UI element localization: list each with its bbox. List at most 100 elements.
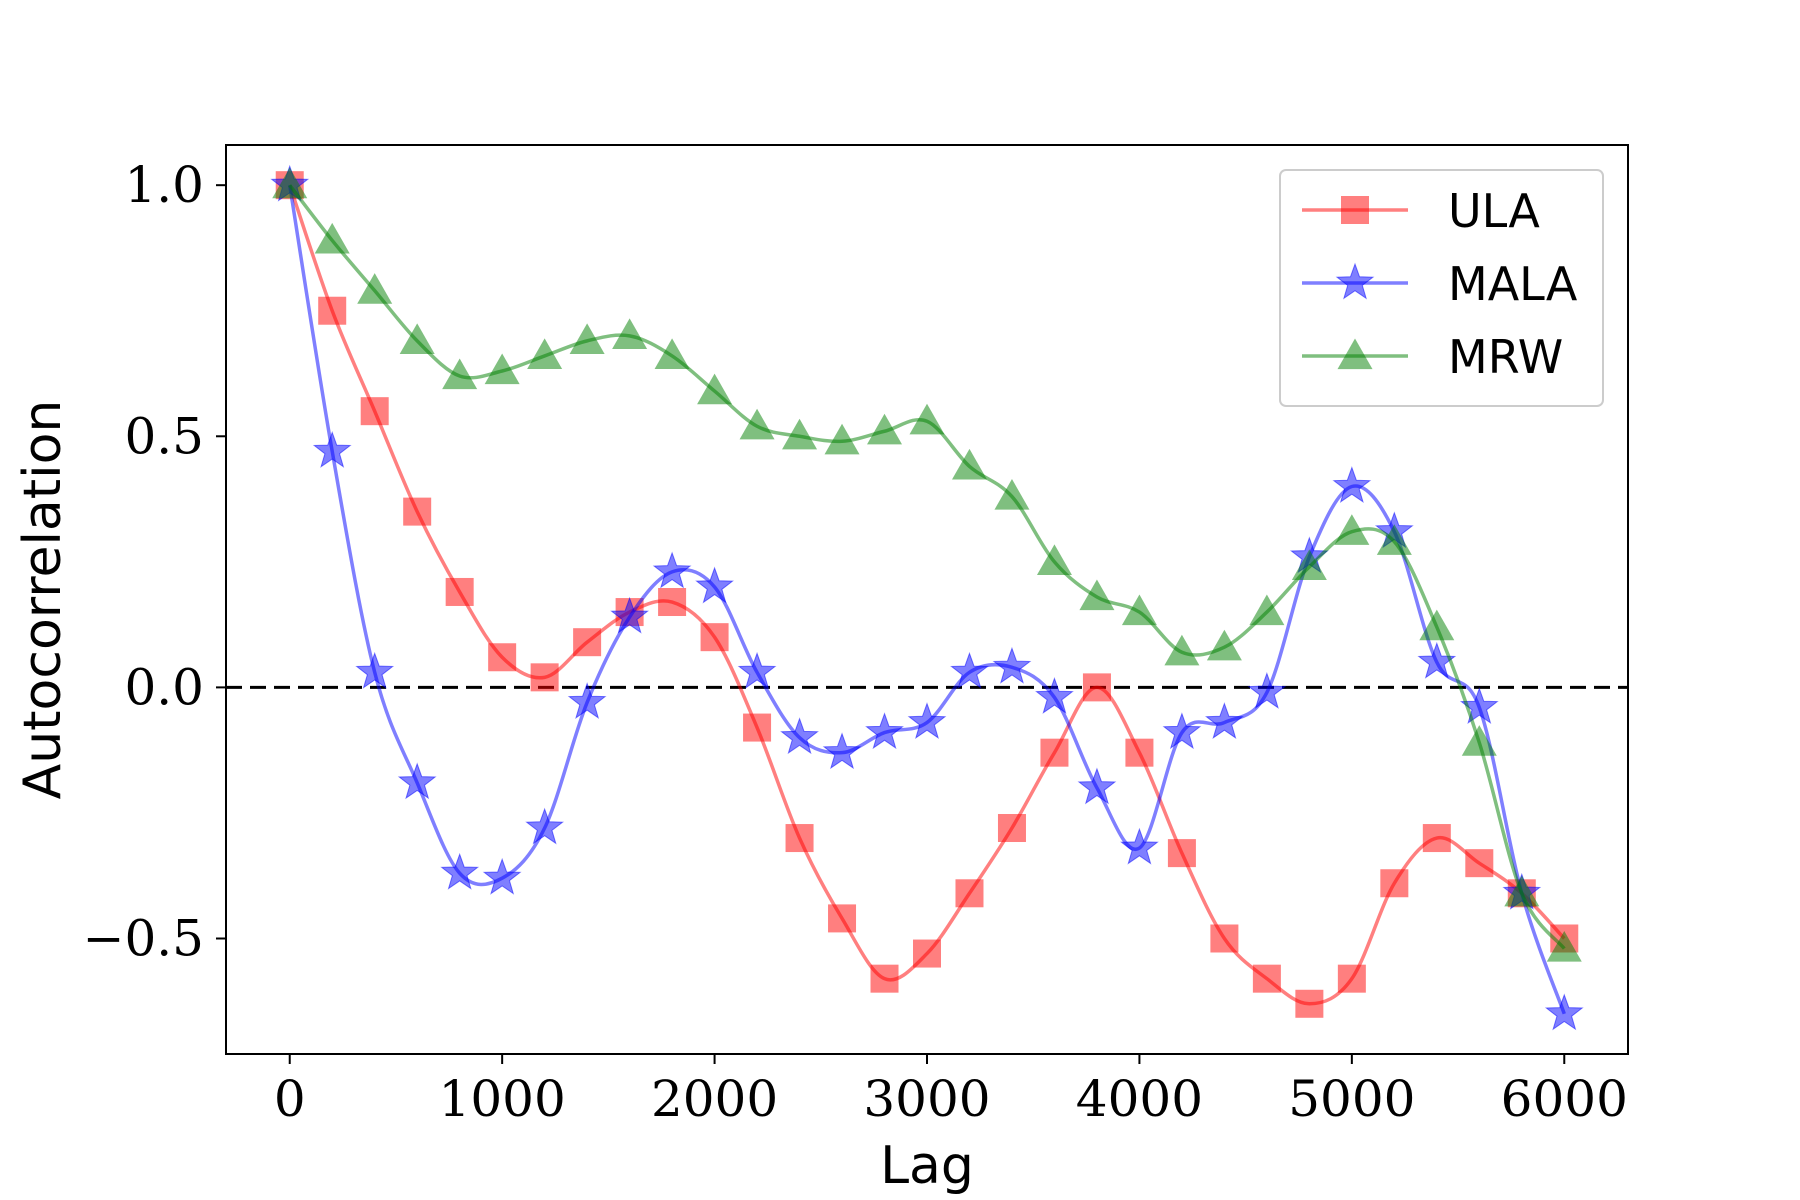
data-point-mrw <box>654 338 690 370</box>
data-point-mala <box>695 566 734 604</box>
data-point-ula <box>997 814 1026 843</box>
x-tick-label: 2000 <box>651 1070 778 1128</box>
legend-marker <box>1337 338 1373 370</box>
data-point-ula <box>530 663 559 692</box>
data-point-ula <box>1167 839 1196 868</box>
data-point-mala <box>1077 767 1117 805</box>
data-point-mrw <box>1376 524 1412 555</box>
data-point-mala <box>1332 466 1372 503</box>
data-point-mrw <box>442 358 478 390</box>
data-point-mala <box>992 646 1032 684</box>
data-point-mrw <box>484 353 520 385</box>
x-tick-label: 0 <box>274 1070 306 1128</box>
data-point-mala <box>1247 672 1287 709</box>
data-point-mrw <box>1546 931 1582 962</box>
data-point-mala <box>1162 712 1202 750</box>
data-point-mala <box>780 717 819 755</box>
x-tick-label: 4000 <box>1076 1070 1203 1128</box>
data-point-ula <box>488 643 517 672</box>
data-point-ula <box>1295 989 1324 1018</box>
data-point-mala <box>907 702 947 740</box>
data-point-mala <box>1205 702 1244 740</box>
data-point-mrw <box>1079 579 1115 611</box>
data-point-mrw <box>314 222 350 254</box>
data-point-mrw <box>612 318 648 349</box>
data-point-mrw <box>1036 544 1072 575</box>
data-point-ula <box>785 824 814 853</box>
data-point-ula <box>445 577 474 606</box>
data-point-mala <box>355 651 395 689</box>
data-point-mrw <box>1206 629 1242 661</box>
data-point-ula <box>828 904 857 933</box>
data-point-ula <box>1082 673 1111 702</box>
data-point-ula <box>913 939 941 968</box>
y-tick-label: 0.5 <box>124 407 204 465</box>
data-point-mrw <box>1461 725 1497 756</box>
data-point-mrw <box>1121 594 1157 626</box>
data-point-mrw <box>569 323 605 354</box>
data-point-ula <box>1422 824 1451 853</box>
y-tick-label: 0.0 <box>124 658 204 716</box>
data-point-mrw <box>1504 875 1540 907</box>
data-point-mala <box>652 551 692 589</box>
x-tick-label: 3000 <box>863 1070 990 1128</box>
legend-entry-ula: ULA <box>1302 184 1540 238</box>
data-point-mrw <box>824 423 860 455</box>
data-point-mrw <box>1291 549 1327 580</box>
data-point-mala <box>822 732 862 770</box>
data-point-mrw <box>527 338 563 370</box>
x-tick-label: 1000 <box>439 1070 566 1128</box>
data-point-mala <box>1120 827 1159 865</box>
data-point-ula <box>700 623 729 652</box>
series-mrw <box>272 167 1582 962</box>
data-point-mala <box>525 807 565 845</box>
data-point-ula <box>1252 964 1281 993</box>
legend-label: ULA <box>1448 184 1540 238</box>
data-point-mrw <box>697 373 733 405</box>
data-point-mrw <box>739 408 775 440</box>
data-point-mala <box>950 651 989 689</box>
data-point-ula <box>1337 964 1366 993</box>
data-point-ula <box>360 397 389 426</box>
data-point-mala <box>737 651 777 689</box>
x-tick-label: 5000 <box>1288 1070 1415 1128</box>
legend-label: MRW <box>1448 330 1563 384</box>
data-point-mrw <box>1164 634 1200 666</box>
legend-label: MALA <box>1448 257 1578 311</box>
data-point-mrw <box>399 323 435 354</box>
x-axis-label: Lag <box>880 1136 974 1196</box>
legend-marker <box>1341 196 1369 224</box>
data-point-mrw <box>1249 594 1285 626</box>
data-point-ula <box>658 588 687 617</box>
legend-entry-mala: MALA <box>1302 257 1578 311</box>
y-tick-label: −0.5 <box>83 909 204 967</box>
data-point-mala <box>482 857 522 895</box>
data-point-mrw <box>1419 609 1455 641</box>
data-point-mrw <box>951 448 987 480</box>
data-point-mala <box>1544 993 1584 1031</box>
legend: ULA MALA MRW <box>1279 169 1604 407</box>
data-point-ula <box>1125 738 1154 767</box>
data-point-ula <box>870 964 899 993</box>
data-point-mala <box>567 682 607 719</box>
data-point-ula <box>403 497 432 526</box>
data-point-ula <box>1040 738 1069 767</box>
data-point-mrw <box>994 479 1030 510</box>
data-point-mrw <box>782 418 818 450</box>
x-tick-label: 6000 <box>1501 1070 1628 1128</box>
data-point-mala <box>312 430 352 468</box>
series-ula <box>275 171 1579 1018</box>
y-axis: −0.5 0.0 0.5 1.0 <box>83 156 226 967</box>
y-tick-label: 1.0 <box>124 156 204 214</box>
data-point-ula <box>743 713 772 742</box>
plot-area <box>226 164 1628 1031</box>
data-point-ula <box>573 628 602 657</box>
data-point-mrw <box>357 273 393 304</box>
data-point-mrw <box>272 167 308 199</box>
data-point-ula <box>318 296 347 325</box>
data-point-ula <box>1380 869 1409 898</box>
y-axis-label: Autocorrelation <box>13 400 73 800</box>
data-point-mrw <box>909 403 945 435</box>
data-point-mala <box>397 762 437 800</box>
